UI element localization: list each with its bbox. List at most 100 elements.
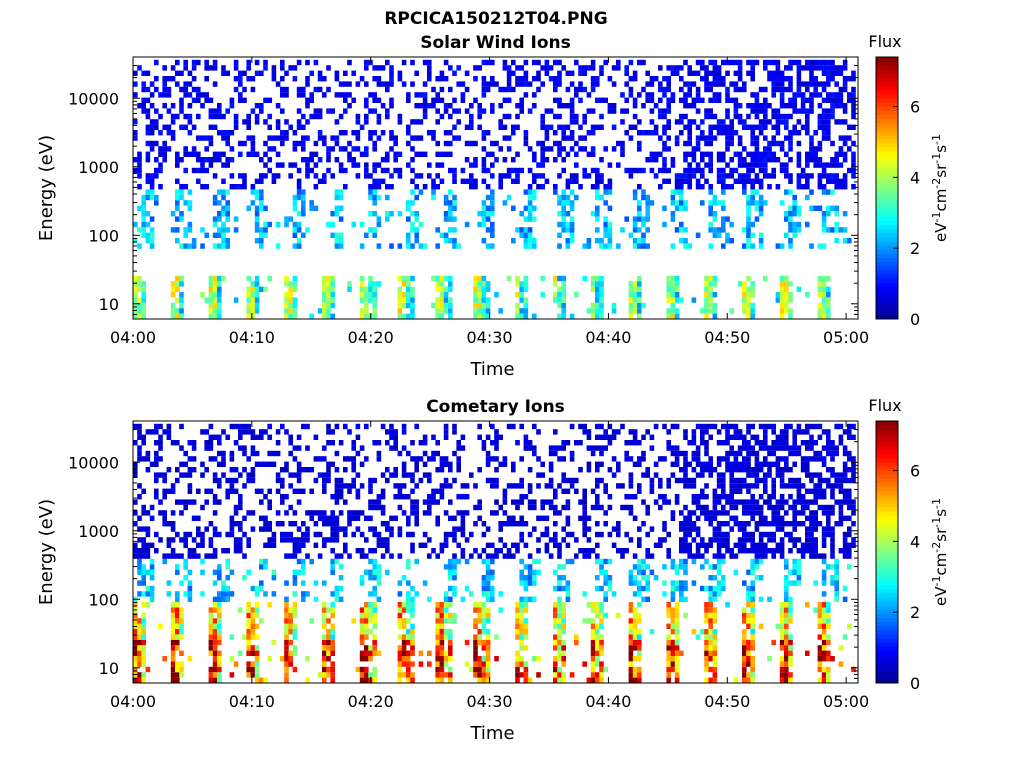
heatmap-cell: [586, 238, 592, 244]
heatmap-cell: [540, 162, 545, 168]
heatmap-cell: [742, 124, 747, 130]
heatmap-cell: [485, 677, 491, 683]
heatmap-cell: [154, 200, 159, 206]
heatmap-cell: [653, 472, 659, 478]
heatmap-cell: [704, 140, 709, 147]
heatmap-cell: [259, 434, 264, 440]
heatmap-cell: [330, 108, 335, 114]
heatmap-cell: [586, 445, 592, 451]
heatmap-cell: [154, 157, 159, 163]
heatmap-cell: [443, 564, 449, 570]
heatmap-cell: [847, 92, 852, 98]
heatmap-cell: [133, 281, 138, 287]
colorbar-label: eV-1cm-2sr-1s-1: [930, 134, 951, 242]
heatmap-cell: [557, 140, 562, 147]
heatmap-cell: [674, 200, 680, 206]
heatmap-cell: [506, 167, 512, 174]
heatmap-cell: [292, 666, 298, 673]
heatmap-cell: [628, 661, 634, 667]
heatmap-cell: [506, 81, 512, 87]
heatmap-cell: [481, 575, 487, 581]
heatmap-cell: [259, 200, 264, 206]
heatmap-cell: [229, 97, 235, 103]
heatmap-cell: [217, 656, 222, 662]
heatmap-cell: [133, 521, 138, 527]
heatmap-cell: [595, 607, 600, 613]
heatmap-cell: [162, 86, 167, 93]
heatmap-cell: [179, 97, 184, 103]
heatmap-cell: [758, 86, 764, 93]
heatmap-cell: [708, 227, 713, 233]
heatmap-cell: [607, 189, 613, 195]
heatmap-cell: [217, 313, 222, 319]
heatmap-cell: [649, 130, 655, 136]
heatmap-cell: [355, 113, 361, 120]
heatmap-cell: [721, 184, 726, 190]
heatmap-cell: [427, 130, 432, 136]
heatmap-cell: [716, 130, 722, 136]
heatmap-cell: [733, 59, 739, 66]
heatmap-cell: [410, 504, 415, 511]
heatmap-cell: [826, 124, 831, 130]
heatmap-cell: [212, 232, 218, 238]
heatmap-cell: [406, 97, 411, 103]
heatmap-cell: [292, 286, 298, 292]
heatmap-cell: [330, 173, 335, 179]
heatmap-cell: [229, 515, 235, 521]
heatmap-cell: [490, 585, 495, 592]
heatmap-cell: [611, 472, 617, 478]
heatmap-cell: [599, 286, 604, 292]
heatmap-cell: [254, 194, 260, 201]
heatmap-cell: [687, 65, 692, 71]
heatmap-cell: [679, 184, 684, 190]
heatmap-cell: [368, 297, 373, 303]
heatmap-cell: [830, 103, 835, 109]
heatmap-cell: [704, 467, 709, 473]
heatmap-cell: [746, 275, 751, 282]
heatmap-cell: [347, 456, 352, 462]
heatmap-cell: [212, 526, 218, 532]
heatmap-cell: [603, 558, 608, 565]
heatmap-cell: [187, 656, 193, 662]
heatmap-cell: [372, 602, 377, 608]
heatmap-cell: [821, 221, 827, 228]
heatmap-cell: [284, 602, 289, 608]
heatmap-cell: [691, 526, 697, 532]
heatmap-cell: [179, 124, 184, 130]
heatmap-cell: [502, 86, 508, 93]
heatmap-cell: [208, 650, 214, 656]
heatmap-cell: [309, 200, 314, 206]
heatmap-cell: [716, 119, 722, 125]
heatmap-cell: [368, 275, 373, 282]
heatmap-cell: [746, 227, 751, 233]
heatmap-cell: [452, 564, 457, 570]
heatmap-cell: [666, 103, 671, 109]
heatmap-cell: [523, 313, 529, 319]
heatmap-cell: [716, 499, 722, 505]
heatmap-cell: [561, 618, 566, 624]
heatmap-cell: [666, 97, 671, 103]
heatmap-cell: [708, 677, 713, 683]
heatmap-cell: [582, 243, 587, 249]
heatmap-cell: [729, 167, 734, 174]
heatmap-cell: [166, 146, 172, 152]
heatmap-cell: [233, 537, 239, 543]
heatmap-cell: [574, 173, 579, 179]
heatmap-cell: [729, 81, 734, 87]
heatmap-cell: [296, 467, 302, 473]
heatmap-cell: [464, 140, 470, 147]
heatmap-cell: [422, 531, 428, 538]
heatmap-cell: [347, 515, 352, 521]
heatmap-cell: [834, 227, 839, 233]
heatmap-cell: [246, 275, 251, 282]
heatmap-cell: [628, 494, 634, 500]
heatmap-cell: [679, 510, 684, 516]
heatmap-cell: [406, 672, 411, 678]
heatmap-cell: [754, 205, 760, 211]
heatmap-cell: [170, 548, 176, 554]
colorbar-segment: [876, 179, 898, 185]
heatmap-cell: [435, 173, 440, 179]
heatmap-cell: [595, 494, 600, 500]
heatmap-cell: [242, 515, 247, 521]
colorbar-segment: [876, 237, 898, 242]
